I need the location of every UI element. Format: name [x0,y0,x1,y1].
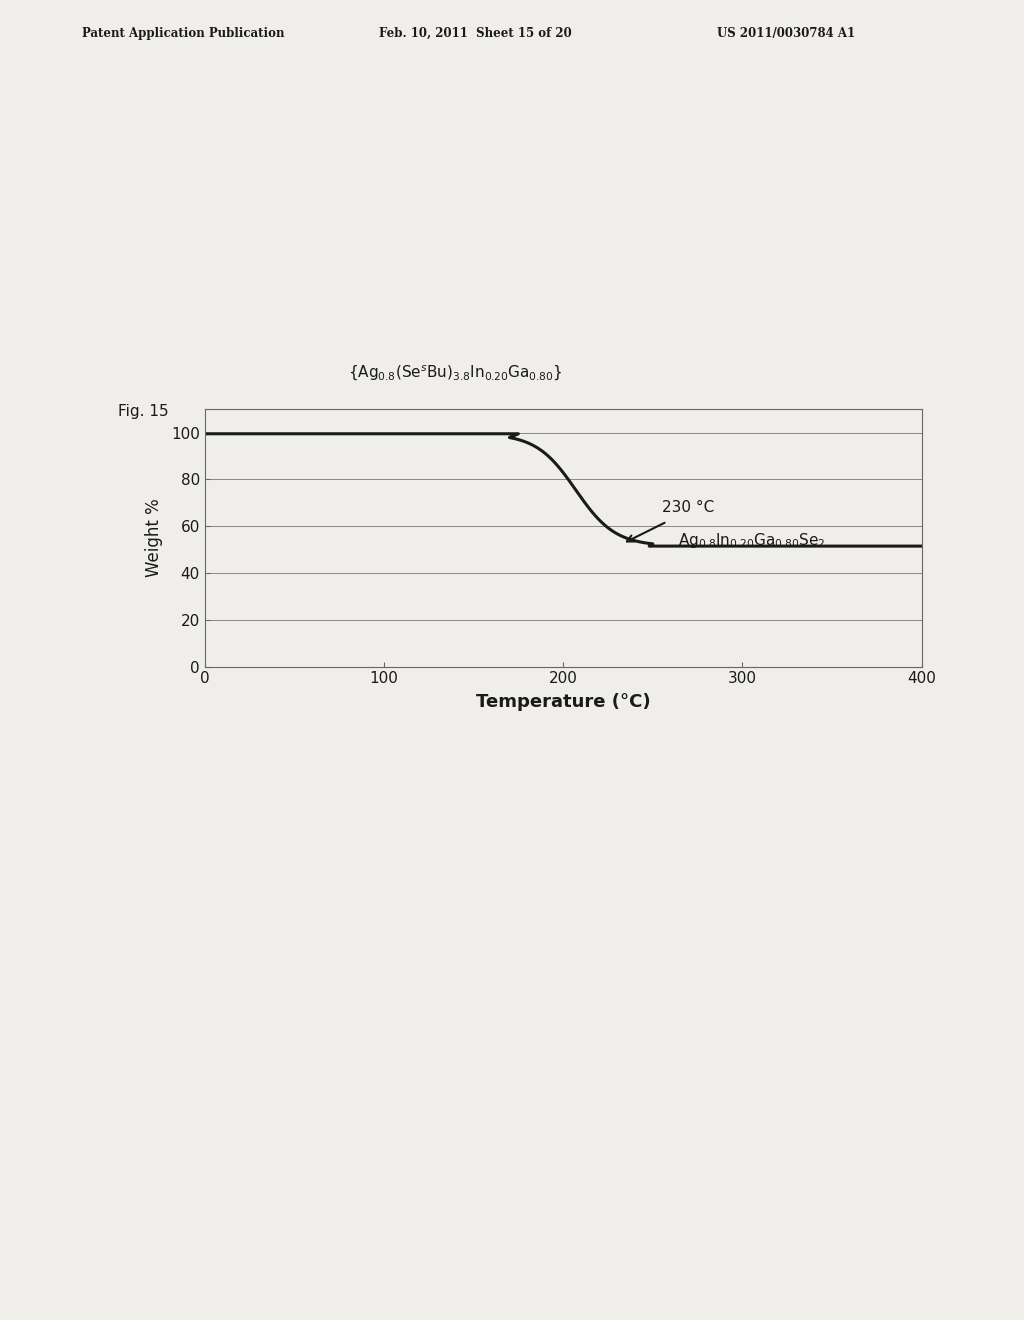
Text: Fig. 15: Fig. 15 [118,404,168,418]
Text: Feb. 10, 2011  Sheet 15 of 20: Feb. 10, 2011 Sheet 15 of 20 [379,26,571,40]
Y-axis label: Weight %: Weight % [144,499,163,577]
Text: Patent Application Publication: Patent Application Publication [82,26,285,40]
Text: Ag$_{0.8}$In$_{0.20}$Ga$_{0.80}$Se$_2$: Ag$_{0.8}$In$_{0.20}$Ga$_{0.80}$Se$_2$ [678,531,825,549]
Text: {Ag$_{0.8}$(Se$^s$Bu)$_{3.8}$In$_{0.20}$Ga$_{0.80}$}: {Ag$_{0.8}$(Se$^s$Bu)$_{3.8}$In$_{0.20}$… [348,364,563,383]
Text: 230 °C: 230 °C [662,500,714,515]
Text: US 2011/0030784 A1: US 2011/0030784 A1 [717,26,855,40]
X-axis label: Temperature (°C): Temperature (°C) [476,693,650,711]
